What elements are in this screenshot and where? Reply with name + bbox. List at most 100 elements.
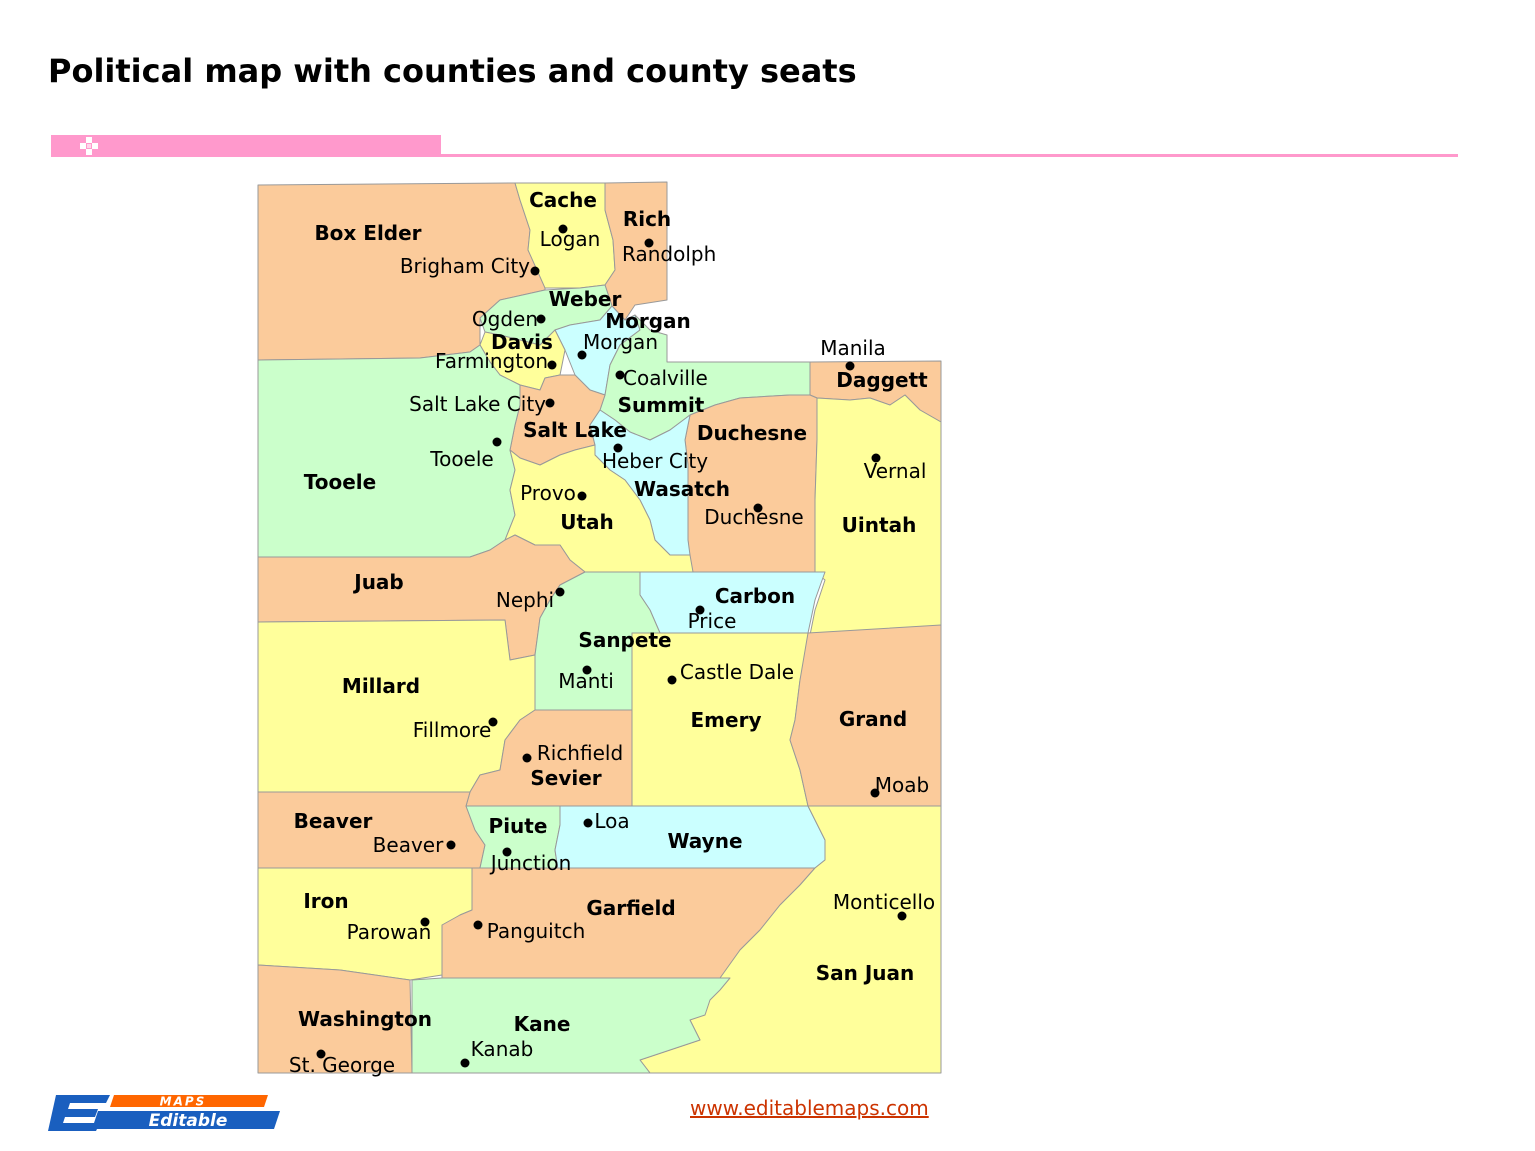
header-accent-line	[441, 154, 1458, 157]
county-seat-marker-wayne	[583, 818, 593, 828]
county-seat-label-tooele: Tooele	[429, 447, 493, 471]
county-name-rich: Rich	[623, 207, 671, 231]
county-name-tooele: Tooele	[304, 470, 376, 494]
county-name-carbon: Carbon	[715, 584, 795, 608]
county-name-beaver: Beaver	[294, 809, 373, 833]
county-seat-label-juab: Nephi	[496, 588, 554, 612]
county-seat-marker-uintah	[871, 453, 881, 463]
county-name-san-juan: San Juan	[816, 961, 915, 985]
county-seat-marker-grand	[870, 788, 880, 798]
website-link[interactable]: www.editablemaps.com	[690, 1096, 929, 1120]
county-name-summit: Summit	[618, 393, 705, 417]
county-seat-label-san-juan: Monticello	[833, 890, 935, 914]
county-seat-marker-piute	[502, 847, 512, 857]
county-name-salt-lake: Salt Lake	[523, 418, 627, 442]
county-seat-marker-utah	[577, 491, 587, 501]
county-seat-marker-box-elder	[530, 266, 540, 276]
county-seat-label-wasatch: Heber City	[602, 449, 708, 473]
county-seat-marker-cache	[558, 224, 568, 234]
county-name-emery: Emery	[691, 708, 762, 732]
county-name-washington: Washington	[298, 1007, 432, 1031]
county-seat-label-carbon: Price	[688, 609, 737, 633]
county-name-box-elder: Box Elder	[314, 221, 421, 245]
county-name-kane: Kane	[514, 1012, 571, 1036]
editable-maps-logo: MAPS Editable	[48, 1095, 280, 1131]
county-seat-marker-sanpete	[582, 665, 592, 675]
county-name-wasatch: Wasatch	[634, 477, 730, 501]
county-seat-label-millard: Fillmore	[413, 718, 492, 742]
header-accent-band	[51, 135, 441, 157]
county-seat-marker-kane	[460, 1058, 470, 1068]
county-seat-label-sanpete: Manti	[558, 669, 614, 693]
county-seat-marker-washington	[316, 1049, 326, 1059]
county-name-grand: Grand	[839, 707, 907, 731]
county-seat-label-wayne: Loa	[594, 809, 629, 833]
county-seat-marker-weber	[536, 314, 546, 324]
county-name-daggett: Daggett	[836, 368, 928, 392]
county-seat-label-rich: Randolph	[622, 242, 716, 266]
county-seat-marker-wasatch	[613, 443, 623, 453]
county-seat-label-washington: St. George	[289, 1053, 395, 1077]
county-seat-label-garfield: Panguitch	[487, 919, 586, 943]
county-seat-marker-garfield	[473, 920, 483, 930]
county-seat-label-emery: Castle Dale	[680, 660, 794, 684]
county-name-juab: Juab	[352, 570, 404, 594]
county-name-piute: Piute	[489, 814, 548, 838]
county-name-sevier: Sevier	[530, 766, 601, 790]
county-seat-label-summit: Coalville	[623, 366, 708, 390]
county-seat-label-beaver: Beaver	[373, 833, 444, 857]
county-name-garfield: Garfield	[586, 896, 675, 920]
county-name-wayne: Wayne	[667, 829, 742, 853]
county-seat-marker-carbon	[695, 605, 705, 615]
county-name-utah: Utah	[560, 510, 614, 534]
county-seat-label-uintah: Vernal	[864, 459, 927, 483]
county-name-sanpete: Sanpete	[578, 628, 671, 652]
county-name-davis: Davis	[491, 330, 553, 354]
county-name-uintah: Uintah	[842, 513, 917, 537]
county-seat-label-grand: Moab	[875, 773, 929, 797]
county-seat-label-morgan: Morgan	[583, 330, 658, 354]
county-seat-label-davis: Farmington	[435, 349, 548, 373]
county-seat-label-box-elder: Brigham City	[400, 254, 530, 278]
county-kane	[411, 977, 731, 1074]
county-seat-label-sevier: Richfield	[537, 741, 623, 765]
county-name-weber: Weber	[549, 287, 622, 311]
decorative-cross-icon	[80, 137, 98, 155]
county-seat-label-utah: Provo	[520, 481, 576, 505]
county-seat-label-cache: Logan	[540, 227, 601, 251]
county-seat-marker-daggett	[845, 361, 855, 371]
logo-bottom-text: Editable	[149, 1111, 228, 1131]
county-seat-label-salt-lake: Salt Lake City	[409, 392, 546, 416]
county-seat-marker-rich	[644, 238, 654, 248]
county-seat-marker-iron	[420, 917, 430, 927]
county-seat-label-piute: Junction	[489, 851, 572, 875]
county-name-iron: Iron	[303, 889, 348, 913]
county-grand	[789, 624, 942, 807]
county-seat-label-daggett: Manila	[820, 336, 886, 360]
county-seat-marker-millard	[488, 717, 498, 727]
county-seat-marker-salt-lake	[545, 398, 555, 408]
county-seat-marker-beaver	[446, 840, 456, 850]
county-seat-marker-tooele	[492, 437, 502, 447]
county-name-morgan: Morgan	[605, 309, 691, 333]
county-seat-marker-morgan	[577, 350, 587, 360]
county-san-juan	[639, 805, 942, 1074]
county-seat-marker-summit	[615, 370, 625, 380]
county-seat-label-weber: Ogden	[472, 307, 538, 331]
page-title: Political map with counties and county s…	[48, 52, 857, 90]
county-millard	[257, 619, 536, 793]
county-seat-marker-duchesne	[753, 503, 763, 513]
county-seat-marker-davis	[547, 360, 557, 370]
logo-top-text: MAPS	[160, 1095, 207, 1109]
county-seat-label-iron: Parowan	[347, 920, 432, 944]
county-name-cache: Cache	[529, 188, 597, 212]
county-seat-marker-san-juan	[897, 911, 907, 921]
county-name-duchesne: Duchesne	[697, 421, 807, 445]
county-washington	[257, 964, 413, 1074]
county-name-millard: Millard	[342, 674, 420, 698]
county-seat-label-kane: Kanab	[471, 1037, 534, 1061]
county-seat-label-duchesne: Duchesne	[704, 505, 803, 529]
county-seat-marker-sevier	[522, 753, 532, 763]
county-seat-marker-juab	[555, 587, 565, 597]
